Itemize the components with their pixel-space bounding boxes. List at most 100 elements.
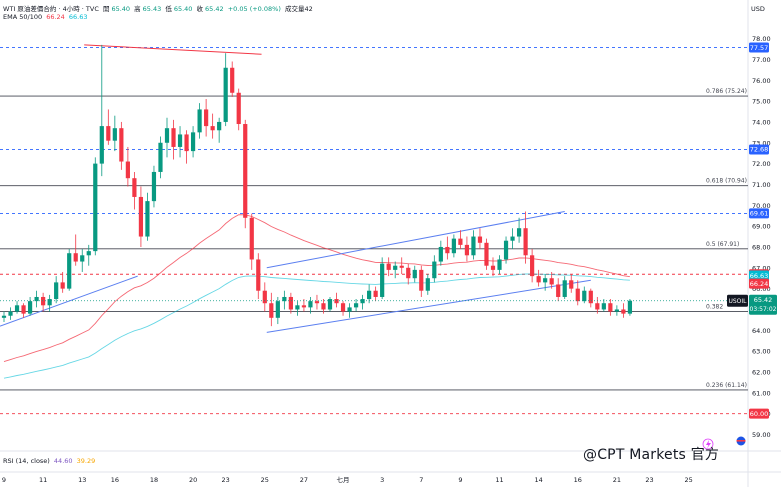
candle-body	[458, 238, 463, 245]
y-tick-label: 61.00	[752, 389, 771, 397]
candle	[204, 99, 209, 137]
candle	[543, 274, 548, 291]
candle	[347, 303, 352, 318]
candle-body	[412, 269, 417, 279]
candle-body	[223, 67, 228, 122]
candle-body	[464, 244, 470, 256]
candle-body	[106, 126, 111, 141]
candle	[516, 217, 522, 243]
candle	[67, 249, 72, 291]
ohlc-low-value: 65.40	[173, 5, 193, 13]
candle	[588, 288, 593, 308]
candle-body	[621, 309, 626, 314]
ema100-value: 66.63	[68, 13, 88, 21]
x-tick-label: 9	[2, 476, 6, 484]
candle	[288, 292, 293, 314]
candle-body	[432, 261, 437, 279]
candle	[282, 290, 287, 310]
candle	[223, 53, 228, 127]
candle	[556, 278, 561, 302]
price-tag-label: 66.63	[750, 272, 769, 280]
candle-body	[334, 299, 339, 304]
candle-body	[393, 265, 398, 270]
candle-body	[582, 290, 587, 302]
candle-body	[171, 128, 176, 147]
candle	[419, 265, 424, 297]
x-tick-label: 3	[380, 476, 384, 484]
candle	[112, 115, 117, 152]
candle-body	[471, 236, 476, 256]
candle	[60, 271, 65, 293]
y-tick-label: 78.00	[752, 35, 771, 43]
candle-body	[543, 278, 548, 283]
candle	[334, 292, 339, 308]
candle-body	[99, 126, 104, 164]
y-tick-label: 71.00	[752, 181, 771, 189]
candle	[8, 307, 13, 320]
candle	[536, 269, 541, 287]
candle-body	[269, 303, 274, 318]
candle	[393, 261, 398, 279]
candle	[1, 311, 7, 322]
ema-legend[interactable]: EMA 50/100 66.24 66.63	[3, 13, 89, 21]
candle	[595, 296, 600, 314]
candle	[295, 301, 300, 316]
candle	[41, 292, 46, 312]
candle-body	[347, 307, 352, 312]
candle	[367, 284, 372, 304]
candle	[210, 113, 215, 139]
countdown-label: 03:57:02	[750, 306, 777, 313]
candle	[321, 299, 326, 314]
x-tick-label: 7	[419, 476, 423, 484]
y-tick-label: 69.00	[752, 223, 771, 231]
current-price-tag	[749, 294, 777, 315]
ema50-line	[3, 214, 630, 363]
candle-body	[41, 296, 46, 306]
candle	[249, 213, 254, 270]
candle	[314, 294, 320, 310]
candle	[301, 299, 307, 312]
candle-body	[73, 253, 78, 262]
candle-body	[27, 301, 33, 314]
volume-label[interactable]: 成交量42	[284, 5, 313, 13]
candle-body	[1, 315, 7, 318]
candle-body	[406, 267, 411, 279]
x-tick-label: 27	[300, 476, 308, 484]
candle	[471, 230, 476, 260]
candle	[445, 236, 450, 260]
y-tick-label: 76.00	[752, 77, 771, 85]
symbol-title[interactable]: WTI 原油差價合約 · 4小時 · TVC	[3, 5, 99, 13]
candle-body	[510, 236, 515, 241]
candle	[399, 257, 404, 275]
candle	[477, 228, 483, 250]
rsi-legend[interactable]: RSI (14, close) 44.60 39.29	[3, 457, 97, 465]
candle	[562, 276, 567, 300]
candle	[54, 276, 59, 304]
candle-body	[210, 126, 215, 131]
candle-body	[67, 253, 72, 289]
candle-body	[556, 284, 561, 297]
candle-body	[177, 134, 183, 147]
candle-body	[190, 132, 196, 152]
currency-label: USD	[751, 5, 765, 13]
candle	[327, 296, 333, 312]
candle	[262, 282, 267, 312]
candle-body	[530, 255, 535, 277]
candle	[80, 249, 85, 272]
candle	[582, 286, 587, 304]
candle	[256, 253, 261, 300]
y-tick-label: 70.00	[752, 202, 771, 210]
channel-lower-line	[266, 279, 591, 333]
price-tag-label: 66.24	[750, 280, 769, 288]
x-tick-label: 11	[39, 476, 47, 484]
candle-body	[204, 109, 209, 127]
candle	[86, 244, 91, 266]
candle-body	[217, 121, 222, 131]
ema-label: EMA 50/100	[3, 13, 43, 21]
candle	[412, 265, 417, 283]
candle	[236, 88, 241, 131]
candle-body	[595, 303, 600, 310]
candle	[171, 119, 176, 160]
